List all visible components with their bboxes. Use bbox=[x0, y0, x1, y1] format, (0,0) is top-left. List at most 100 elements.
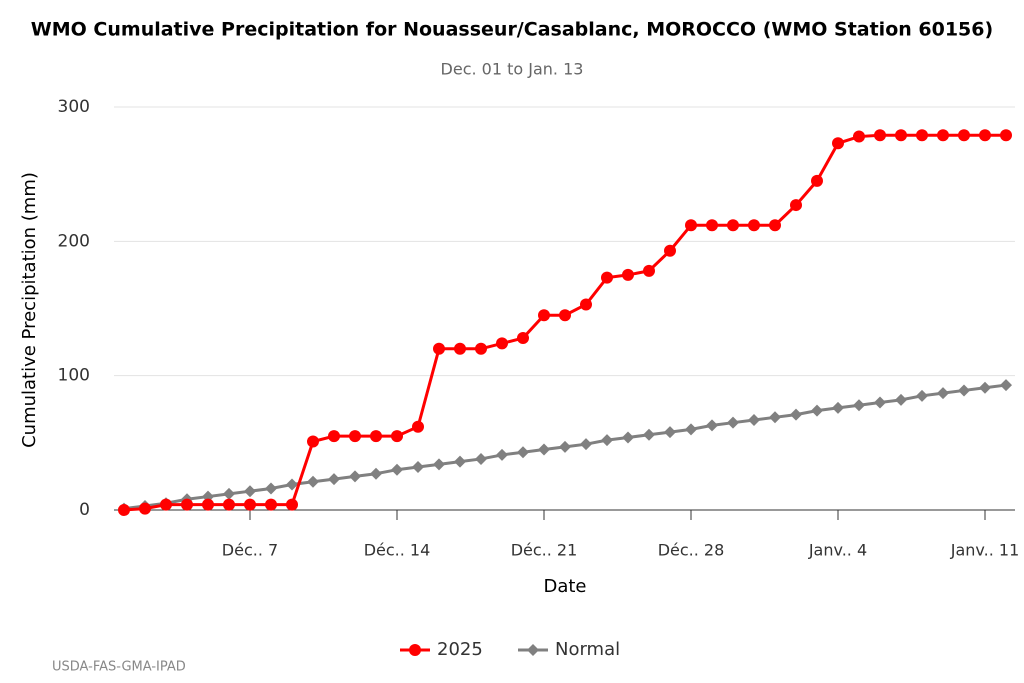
point bbox=[811, 174, 823, 187]
point bbox=[454, 342, 466, 355]
point bbox=[475, 342, 487, 355]
y-tick-label: 300 bbox=[58, 97, 90, 117]
point bbox=[475, 452, 487, 465]
point bbox=[832, 401, 844, 414]
point bbox=[958, 384, 970, 397]
point bbox=[601, 271, 613, 284]
point bbox=[433, 458, 445, 471]
point bbox=[790, 199, 802, 212]
point bbox=[370, 430, 382, 443]
point bbox=[664, 244, 676, 257]
point bbox=[916, 129, 928, 142]
point bbox=[160, 498, 172, 511]
point bbox=[853, 130, 865, 143]
point bbox=[643, 264, 655, 277]
point bbox=[412, 420, 424, 433]
point bbox=[811, 404, 823, 417]
point bbox=[580, 438, 592, 451]
legend-item: Normal bbox=[518, 639, 620, 660]
x-tick-label: Déc.. 21 bbox=[511, 541, 578, 560]
point bbox=[748, 413, 760, 426]
point bbox=[496, 448, 508, 461]
point bbox=[1000, 379, 1012, 392]
point bbox=[433, 342, 445, 355]
legend-label: Normal bbox=[555, 639, 620, 660]
point bbox=[580, 298, 592, 311]
point bbox=[895, 393, 907, 406]
point bbox=[727, 219, 739, 232]
x-tick-label: Déc.. 28 bbox=[658, 541, 725, 560]
point bbox=[244, 485, 256, 498]
point bbox=[328, 473, 340, 486]
y-tick-label: 200 bbox=[58, 231, 90, 251]
series bbox=[118, 129, 1012, 516]
series bbox=[118, 379, 1012, 515]
y-tick-label: 0 bbox=[79, 500, 90, 520]
point bbox=[118, 504, 130, 516]
point bbox=[853, 399, 865, 412]
point bbox=[979, 129, 991, 142]
point bbox=[559, 309, 571, 322]
point bbox=[202, 498, 214, 511]
series-line bbox=[123, 133, 1006, 512]
point bbox=[307, 435, 319, 448]
point bbox=[328, 430, 340, 443]
legend-item: 2025 bbox=[400, 639, 483, 660]
point bbox=[601, 434, 613, 447]
y-axis-label: Cumulative Precipitation (mm) bbox=[19, 172, 40, 448]
point bbox=[937, 129, 949, 142]
point bbox=[527, 644, 539, 656]
point bbox=[685, 219, 697, 232]
point bbox=[412, 461, 424, 474]
point bbox=[1000, 129, 1012, 142]
x-tick-label: Janv.. 11 bbox=[950, 541, 1020, 560]
point bbox=[874, 129, 886, 142]
point bbox=[223, 498, 235, 511]
point bbox=[409, 644, 421, 656]
point bbox=[538, 443, 550, 456]
point bbox=[958, 129, 970, 142]
point bbox=[790, 408, 802, 421]
point bbox=[265, 498, 277, 511]
point bbox=[643, 428, 655, 441]
point bbox=[286, 478, 298, 491]
x-axis-label: Date bbox=[543, 576, 586, 597]
point bbox=[706, 219, 718, 232]
point bbox=[916, 389, 928, 402]
x-tick-label: Janv.. 4 bbox=[808, 541, 867, 560]
point bbox=[496, 337, 508, 350]
point bbox=[748, 219, 760, 232]
point bbox=[832, 137, 844, 150]
x-tick-label: Déc.. 7 bbox=[222, 541, 278, 560]
point bbox=[769, 411, 781, 424]
chart-subtitle: Dec. 01 to Jan. 13 bbox=[441, 60, 584, 79]
y-tick-label: 100 bbox=[58, 366, 90, 386]
point bbox=[664, 426, 676, 439]
point bbox=[937, 387, 949, 400]
point bbox=[223, 487, 235, 500]
point bbox=[538, 309, 550, 322]
point bbox=[349, 470, 361, 483]
legend-label: 2025 bbox=[437, 639, 483, 660]
point bbox=[139, 502, 151, 515]
point bbox=[307, 475, 319, 488]
point bbox=[265, 482, 277, 495]
point bbox=[391, 463, 403, 476]
point bbox=[244, 498, 256, 511]
point bbox=[622, 268, 634, 281]
point bbox=[979, 381, 991, 394]
point bbox=[559, 440, 571, 453]
point bbox=[517, 332, 529, 345]
point bbox=[454, 455, 466, 468]
point bbox=[622, 431, 634, 444]
point bbox=[517, 446, 529, 459]
point bbox=[286, 498, 298, 511]
point bbox=[181, 498, 193, 511]
point bbox=[706, 419, 718, 432]
point bbox=[685, 423, 697, 436]
point bbox=[769, 219, 781, 232]
point bbox=[727, 416, 739, 429]
point bbox=[391, 430, 403, 443]
credit: USDA-FAS-GMA-IPAD bbox=[52, 660, 186, 675]
